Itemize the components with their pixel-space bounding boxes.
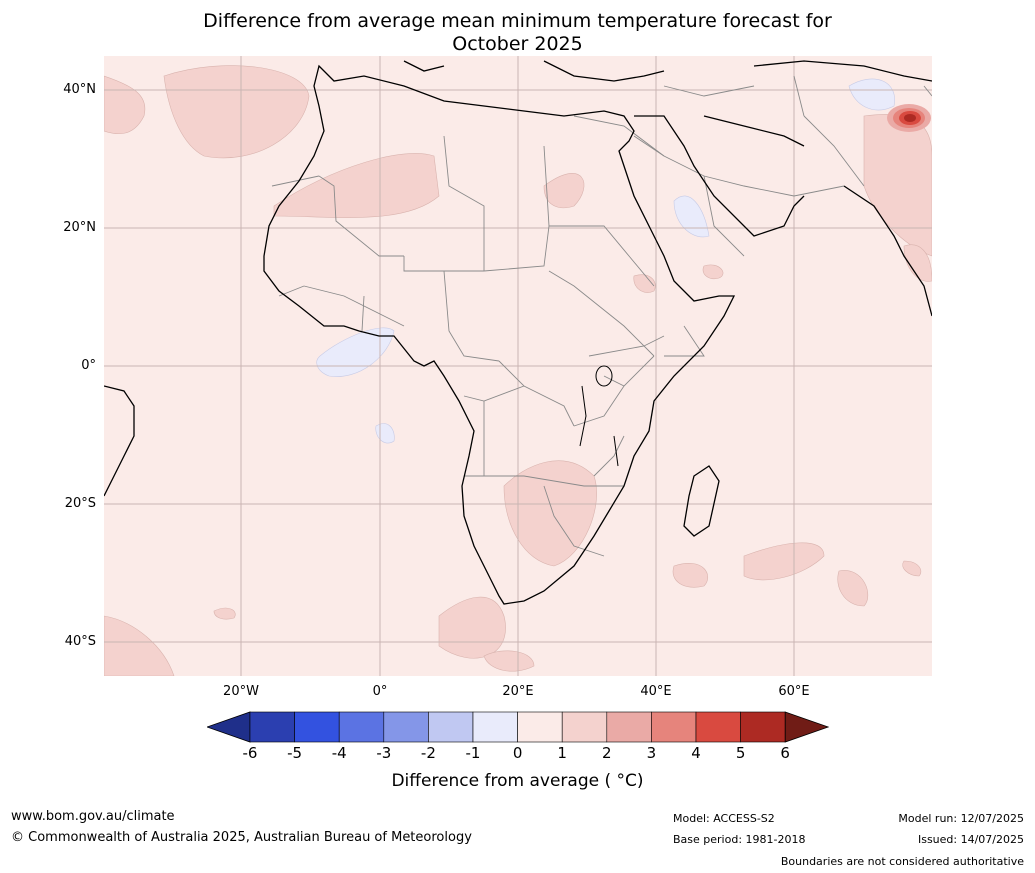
colorbar [207, 711, 829, 743]
anomaly-1-2-regions [104, 65, 932, 676]
colorbar-segment [517, 711, 563, 743]
title-line-1: Difference from average mean minimum tem… [203, 10, 832, 32]
coastlines [104, 60, 932, 605]
colorbar-tick-label: 1 [557, 744, 567, 762]
lat-label-20s: 20°S [64, 496, 96, 511]
colorbar-segment [651, 711, 697, 743]
colorbar-extend-high [784, 711, 829, 743]
colorbar-tick-label: -1 [465, 744, 481, 762]
colorbar-tick-label: -5 [287, 744, 303, 762]
lon-label-40e: 40°E [640, 684, 672, 699]
lat-label-20n: 20°N [63, 220, 96, 235]
model-name: Model: ACCESS-S2 [673, 812, 775, 825]
graticule [104, 56, 932, 676]
colorbar-tick-label: 2 [602, 744, 612, 762]
map-title: Difference from average mean minimum tem… [0, 10, 1035, 56]
website-link[interactable]: www.bom.gov.au/climate [11, 809, 175, 824]
base-period: Base period: 1981-2018 [673, 833, 806, 846]
colorbar-tick-label: 0 [512, 744, 523, 762]
colorbar-tick-label: -6 [242, 744, 258, 762]
map-canvas [104, 56, 932, 676]
colorbar-segment [606, 711, 652, 743]
colorbar-segment [472, 711, 518, 743]
colorbar-tick-label: -3 [376, 744, 392, 762]
copyright-text: © Commonwealth of Australia 2025, Austra… [11, 830, 472, 845]
model-run-date: Model run: 12/07/2025 [898, 812, 1024, 825]
colorbar-segment [249, 711, 295, 743]
colorbar-tick-label: 5 [735, 744, 746, 762]
lon-label-0: 0° [372, 684, 388, 699]
colorbar-segment [428, 711, 474, 743]
colorbar-tick-label: 6 [780, 744, 790, 762]
forecast-map [104, 56, 932, 676]
colorbar-tick-label: -4 [331, 744, 347, 762]
anomaly-hotspot [887, 104, 931, 132]
colorbar-segment [695, 711, 741, 743]
colorbar-segment [561, 711, 608, 743]
colorbar-segment [740, 711, 786, 743]
lon-label-60e: 60°E [778, 684, 810, 699]
lat-label-40s: 40°S [64, 634, 96, 649]
colorbar-tick-label: 3 [646, 744, 657, 762]
country-borders [271, 75, 932, 557]
lat-label-40n: 40°N [63, 82, 96, 97]
title-line-2: October 2025 [452, 33, 583, 55]
anomaly-cool-regions [316, 78, 895, 444]
lat-label-equator: 0° [81, 358, 96, 373]
colorbar-segment [338, 711, 385, 743]
colorbar-tick-label: -2 [420, 744, 436, 762]
colorbar-segment [294, 711, 340, 743]
colorbar-label: Difference from average ( °C) [391, 771, 644, 791]
colorbar-segment [383, 711, 429, 743]
colorbar-tick-label: 4 [691, 744, 701, 762]
lon-label-20w: 20°W [223, 684, 259, 699]
colorbar-extend-low [207, 711, 251, 743]
issued-date: Issued: 14/07/2025 [917, 833, 1024, 846]
boundaries-disclaimer: Boundaries are not considered authoritat… [780, 855, 1024, 868]
lakes [579, 365, 619, 467]
lon-label-20e: 20°E [502, 684, 534, 699]
